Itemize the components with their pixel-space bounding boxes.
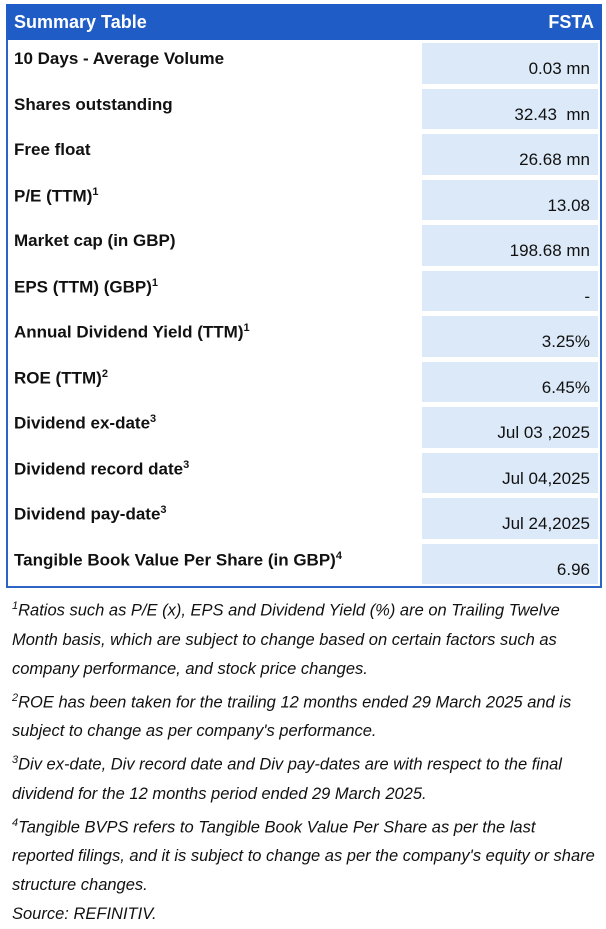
row-value: Jul 04,2025	[422, 452, 598, 493]
footnote-ref: 1	[243, 322, 250, 334]
row-value: 198.68 mn	[422, 225, 598, 266]
table-row: Annual Dividend Yield (TTM)1 3.25%	[8, 313, 600, 359]
source: Source: REFINITIV.	[12, 905, 157, 923]
footnote-text: Ratios such as P/E (x), EPS and Dividend…	[12, 601, 560, 678]
row-value: 13.08	[422, 179, 598, 220]
row-value: 3.25%	[422, 316, 598, 357]
row-label-cell: Dividend record date3	[8, 451, 422, 496]
row-value: 32.43 mn	[422, 88, 598, 129]
row-label-cell: 10 Days - Average Volume	[8, 41, 422, 86]
row-label: Annual Dividend Yield (TTM)	[14, 322, 244, 342]
row-label-cell: EPS (TTM) (GBP)1	[8, 269, 422, 314]
summary-table: 10 Days - Average Volume 0.03 mn Shares ou…	[6, 40, 602, 588]
row-value: 6.45%	[422, 361, 598, 402]
row-label-cell: Shares outstanding	[8, 87, 422, 132]
row-label-cell: P/E (TTM)1	[8, 178, 422, 223]
footnote-text: Div ex-date, Div record date and Div pay…	[12, 755, 562, 803]
row-label: Dividend record date	[14, 459, 184, 479]
row-label-cell: Market cap (in GBP)	[8, 223, 422, 268]
footnote-number: 3	[12, 754, 19, 766]
table-row: P/E (TTM)1 13.08	[8, 176, 600, 223]
table-row: Dividend record date3 Jul 04,2025	[8, 449, 600, 496]
table-row: ROE (TTM)2 6.45%	[8, 358, 600, 405]
row-value: -	[422, 270, 598, 311]
table-row: 10 Days - Average Volume 0.03 mn	[8, 40, 600, 86]
footnote: 3Div ex-date, Div record date and Div pa…	[12, 746, 598, 809]
footnote: 2ROE has been taken for the trailing 12 …	[12, 684, 598, 747]
row-label: Market cap (in GBP)	[14, 231, 176, 250]
table-title: Summary Table	[14, 11, 147, 32]
summary-panel: Summary Table FSTA 10 Days - Average Vol…	[6, 4, 602, 929]
footnote-ref: 3	[160, 504, 167, 516]
row-label: Shares outstanding	[14, 94, 173, 114]
footnote-ref: 3	[183, 458, 190, 471]
row-value: 0.03 mn	[422, 43, 598, 84]
table-row: Free float 26.68 mn	[8, 131, 600, 177]
table-row: Market cap (in GBP) 198.68 mn	[8, 222, 600, 268]
row-label: EPS (TTM) (GBP)	[14, 277, 152, 297]
footnote-ref: 3	[150, 413, 157, 425]
footnote-ref: 1	[92, 185, 99, 198]
row-label: ROE (TTM)	[14, 368, 102, 388]
footnotes: 1Ratios such as P/E (x), EPS and Dividen…	[6, 588, 602, 929]
row-label: 10 Days - Average Volume	[14, 49, 225, 68]
row-label-cell: ROE (TTM)2	[8, 360, 422, 405]
row-label: Dividend pay-date	[14, 504, 161, 524]
footnote-ref: 4	[335, 549, 342, 562]
row-label: Tangible Book Value Per Share (in GBP)	[14, 550, 336, 570]
row-label: P/E (TTM)	[14, 186, 93, 206]
row-label: Dividend ex-date	[14, 413, 151, 433]
row-value: Jul 03 ,2025	[422, 407, 598, 448]
row-label-cell: Dividend pay-date3	[8, 496, 422, 541]
footnote-number: 1	[12, 600, 19, 612]
table-row: Tangible Book Value Per Share (in GBP)4 6…	[8, 540, 600, 587]
table-row: Dividend ex-date3 Jul 03 ,2025	[8, 404, 600, 450]
table-row: Shares outstanding 32.43 mn	[8, 85, 600, 132]
row-value: 6.96	[422, 543, 598, 584]
table-row: EPS (TTM) (GBP)1-	[8, 267, 600, 314]
footnote: 4Tangible BVPS refers to Tangible Book V…	[12, 809, 598, 901]
ticker: FSTA	[548, 11, 594, 32]
footnote-text: ROE has been taken for the trailing 12 m…	[12, 693, 572, 740]
footnote-ref: 2	[101, 367, 108, 380]
footnote-number: 4	[12, 816, 19, 829]
row-label-cell: Free float	[8, 132, 422, 177]
footnote: 1Ratios such as P/E (x), EPS and Dividen…	[12, 592, 598, 684]
row-label-cell: Tangible Book Value Per Share (in GBP)4	[8, 542, 422, 587]
footnote-number: 2	[12, 691, 19, 704]
footnote-ref: 1	[151, 276, 159, 289]
footnote-text: Tangible BVPS refers to Tangible Book Va…	[12, 818, 595, 894]
row-value: Jul 24,2025	[422, 498, 598, 539]
row-label-cell: Annual Dividend Yield (TTM)1	[8, 314, 422, 359]
table-header: Summary Table FSTA	[6, 4, 602, 40]
table-row: Dividend pay-date3 Jul 24,2025	[8, 495, 600, 541]
row-label-cell: Dividend ex-date3	[8, 405, 422, 450]
row-label: Free float	[14, 140, 91, 159]
row-value: 26.68 mn	[422, 134, 598, 175]
